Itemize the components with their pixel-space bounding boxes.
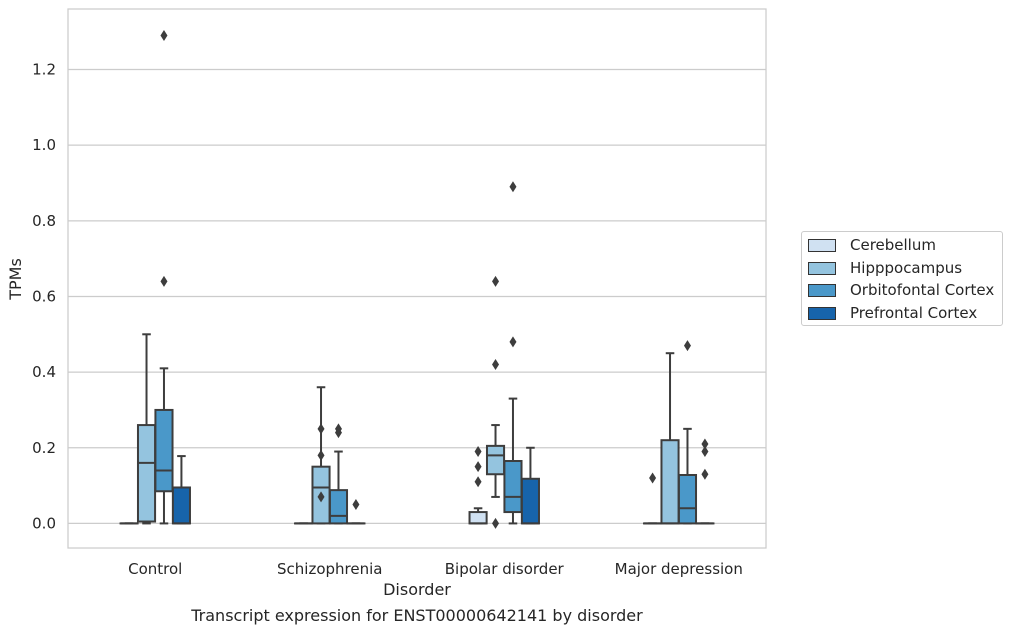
box-2-3 [520, 446, 540, 525]
outlier-point [474, 461, 482, 473]
legend-label-cerebellum: Cerebellum [850, 236, 936, 254]
outlier-point [317, 423, 325, 435]
box-2-0 [468, 446, 488, 525]
legend: Cerebellum Hipppocampus Orbitofontal Cor… [801, 231, 1003, 326]
legend-swatch-prefrontal-cortex [808, 306, 836, 320]
legend-swatch-orbitofrontal-cortex [808, 283, 836, 297]
outlier-point [509, 181, 517, 193]
box-3-1 [660, 352, 680, 525]
box-0-3 [171, 455, 191, 525]
legend-label-prefrontal-cortex: Prefrontal Cortex [850, 304, 978, 322]
box-3-3 [695, 438, 715, 525]
box-1-3 [346, 499, 366, 525]
y-tick-labels: 0.0 0.2 0.4 0.6 0.8 1.0 1.2 [32, 61, 56, 533]
box-iqr [154, 408, 174, 493]
box-iqr [468, 511, 488, 525]
x-axis-title: Disorder [383, 580, 451, 599]
x-tick-labels: Control Schizophrenia Bipolar disorder Majo… [128, 560, 743, 578]
outlier-point [352, 499, 360, 511]
legend-swatch-hippocampus [808, 261, 836, 275]
x-tick-label: Schizophrenia [277, 560, 382, 578]
legend-item-prefrontal-cortex: Prefrontal Cortex [808, 303, 977, 323]
outlier-point [701, 438, 709, 450]
legend-label-orbitofrontal-cortex: Orbitofontal Cortex [850, 281, 995, 299]
y-tick-label: 0.2 [32, 439, 56, 457]
y-axis-title: TPMs [6, 258, 25, 301]
box-0-1 [136, 333, 157, 525]
plot-area-frame [67, 8, 767, 549]
y-tick-label: 1.2 [32, 61, 56, 79]
box-iqr [136, 424, 157, 523]
outlier-point [334, 427, 342, 439]
outlier-point [160, 275, 168, 287]
box-2-2 [503, 181, 523, 525]
box-iqr [660, 439, 680, 525]
box-iqr [485, 444, 506, 476]
legend-label-hippocampus: Hipppocampus [850, 259, 963, 277]
outlier-point [649, 472, 657, 484]
outlier-point [317, 449, 325, 461]
box-iqr [328, 489, 349, 525]
legend-item-orbitofrontal-cortex: Orbitofontal Cortex [808, 280, 994, 300]
box-1-2 [328, 423, 349, 525]
legend-item-hippocampus: Hipppocampus [808, 258, 962, 278]
box-iqr [171, 486, 191, 525]
outlier-point [701, 468, 709, 480]
legend-item-cerebellum: Cerebellum [808, 235, 936, 255]
boxes [119, 29, 715, 529]
box-iqr [520, 477, 540, 525]
box-0-2 [154, 29, 174, 525]
outlier-point [160, 29, 168, 41]
y-tick-label: 0.4 [32, 363, 56, 381]
box-iqr [677, 473, 698, 525]
outlier-point [701, 446, 709, 458]
x-tick-label: Major depression [615, 560, 743, 578]
grid-lines [68, 68, 766, 525]
y-tick-label: 1.0 [32, 136, 56, 154]
box-3-0 [643, 472, 663, 525]
outlier-point [492, 517, 500, 529]
box-3-2 [677, 340, 698, 525]
outlier-point [474, 476, 482, 488]
box-1-1 [311, 386, 331, 525]
outlier-point [509, 336, 517, 348]
x-tick-label: Control [128, 560, 182, 578]
outlier-point [683, 340, 691, 352]
box-2-1 [485, 275, 506, 529]
chart-caption: Transcript expression for ENST0000064214… [191, 606, 643, 625]
y-tick-label: 0.8 [32, 212, 56, 230]
outlier-point [317, 491, 325, 503]
outlier-point [492, 359, 500, 371]
legend-swatch-cerebellum [808, 238, 836, 252]
y-tick-label: 0.0 [32, 514, 56, 532]
y-tick-label: 0.6 [32, 287, 56, 305]
outlier-point [474, 446, 482, 458]
box-iqr [503, 460, 523, 514]
x-tick-label: Bipolar disorder [445, 560, 565, 578]
outlier-point [492, 275, 500, 287]
